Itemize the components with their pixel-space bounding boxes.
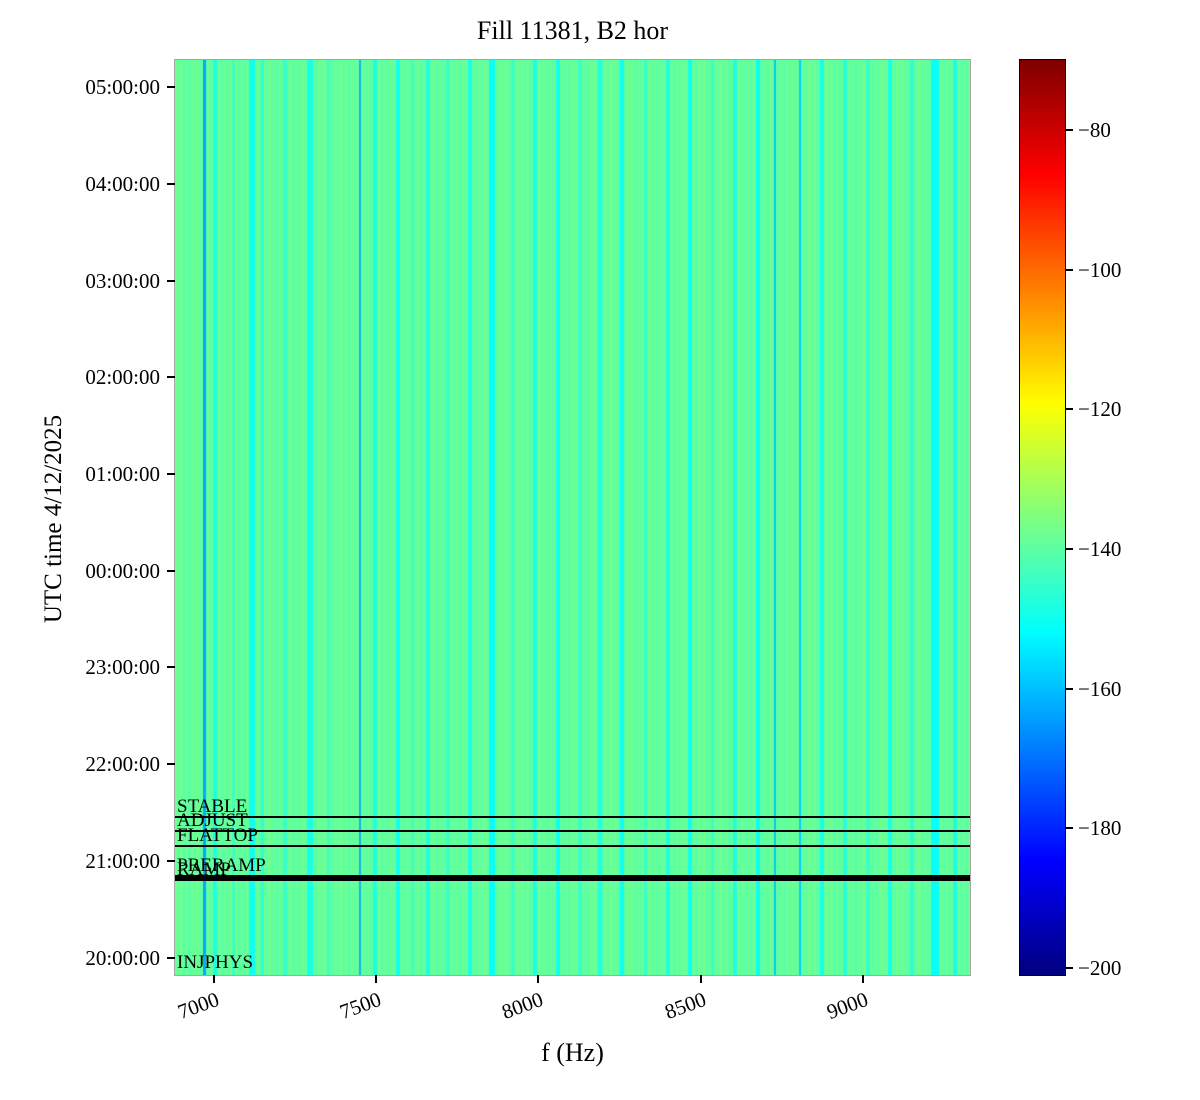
beam-mode-label: PRERAMP bbox=[177, 855, 266, 877]
colorbar-tick-mark bbox=[1065, 128, 1073, 131]
y-tick-label: 23:00:00 bbox=[85, 655, 160, 680]
y-tick-mark bbox=[167, 859, 175, 862]
y-tick-label: 20:00:00 bbox=[85, 945, 160, 970]
colorbar-tick-label: −180 bbox=[1078, 816, 1122, 841]
beam-mode-line bbox=[175, 874, 970, 878]
colorbar-tick-mark bbox=[1065, 408, 1073, 411]
x-tick-mark bbox=[375, 975, 378, 983]
y-tick-mark bbox=[167, 666, 175, 669]
colorbar-tick-label: −200 bbox=[1078, 956, 1122, 980]
spectrogram-heatmap bbox=[174, 59, 971, 976]
colorbar-tick-label: −80 bbox=[1078, 117, 1111, 142]
y-tick-label: 04:00:00 bbox=[85, 171, 160, 196]
beam-mode-line bbox=[175, 844, 970, 847]
beam-mode-label: FLATTOP bbox=[177, 824, 258, 846]
y-tick-mark bbox=[167, 956, 175, 959]
beam-mode-label: RAMP bbox=[177, 858, 231, 880]
colorbar-tick-mark bbox=[1065, 687, 1073, 690]
y-tick-label: 01:00:00 bbox=[85, 461, 160, 486]
y-tick-label: 00:00:00 bbox=[85, 558, 160, 583]
colorbar-tick-label: −100 bbox=[1078, 257, 1122, 282]
colorbar-tick-mark bbox=[1065, 268, 1073, 271]
x-tick-mark bbox=[861, 975, 864, 983]
colorbar-tick-mark bbox=[1065, 967, 1073, 969]
beam-mode-line bbox=[175, 829, 970, 832]
x-tick-mark bbox=[537, 975, 540, 983]
x-tick-mark bbox=[699, 975, 702, 983]
y-tick-mark bbox=[167, 279, 175, 282]
beam-mode-label: STABLE bbox=[177, 795, 248, 817]
y-tick-label: 22:00:00 bbox=[85, 752, 160, 777]
y-tick-mark bbox=[167, 86, 175, 89]
beam-mode-label: ADJUST bbox=[177, 809, 248, 831]
y-axis-label: UTC time 4/12/2025 bbox=[40, 414, 67, 624]
y-tick-label: 02:00:00 bbox=[85, 365, 160, 390]
colorbar-tick-label: −120 bbox=[1078, 397, 1122, 422]
x-axis-label: f (Hz) bbox=[541, 1038, 604, 1067]
y-tick-label: 05:00:00 bbox=[85, 75, 160, 100]
x-tick-mark bbox=[212, 975, 215, 983]
y-tick-label: 21:00:00 bbox=[85, 848, 160, 873]
y-tick-mark bbox=[167, 182, 175, 185]
chart-title: Fill 11381, B2 hor bbox=[476, 16, 669, 45]
y-tick-mark bbox=[167, 376, 175, 379]
y-tick-mark bbox=[167, 472, 175, 475]
colorbar-tick-mark bbox=[1065, 547, 1073, 550]
y-tick-mark bbox=[167, 763, 175, 766]
colorbar bbox=[1019, 59, 1066, 976]
colorbar-tick-label: −160 bbox=[1078, 676, 1122, 701]
colorbar-tick-mark bbox=[1065, 827, 1073, 830]
beam-mode-line bbox=[175, 815, 970, 818]
colorbar-tick-label: −140 bbox=[1078, 536, 1122, 561]
y-tick-label: 03:00:00 bbox=[85, 268, 160, 293]
y-tick-mark bbox=[167, 569, 175, 572]
beam-mode-label: INJPHYS bbox=[177, 952, 254, 974]
beam-mode-line bbox=[175, 878, 970, 882]
